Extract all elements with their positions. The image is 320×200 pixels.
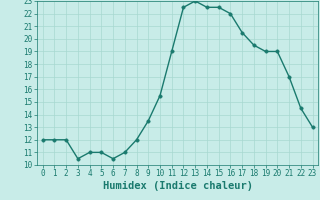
X-axis label: Humidex (Indice chaleur): Humidex (Indice chaleur) [103,181,252,191]
